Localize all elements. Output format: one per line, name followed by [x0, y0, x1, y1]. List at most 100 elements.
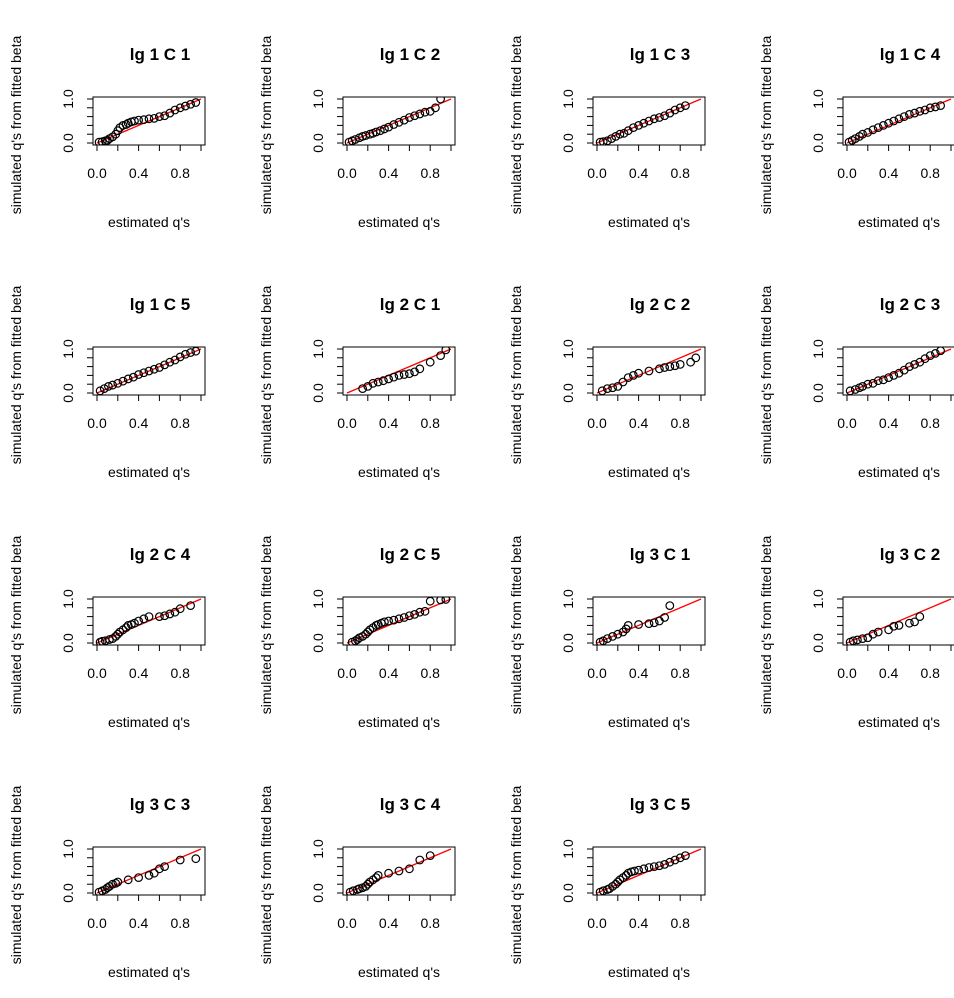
x-axis-label: estimated q's [858, 214, 940, 230]
x-tick-label: 0.0 [87, 665, 107, 681]
x-tick-label: 0.0 [587, 665, 607, 681]
data-point [852, 635, 862, 645]
data-point [868, 378, 878, 388]
data-point [644, 619, 654, 629]
x-tick-label: 0.0 [587, 415, 607, 431]
data-point [436, 597, 445, 605]
x-tick-label: 0.0 [587, 165, 607, 181]
data-point [378, 376, 388, 386]
y-tick-label: 1.0 [60, 339, 76, 359]
x-axis-label: estimated q's [858, 714, 940, 730]
qq-panel: lg 3 C 4 0.0 0.4 0.8 0.0 1.0 estimated q's simu… [250, 750, 500, 998]
qq-panel: lg 1 C 5 0.0 0.4 0.8 0.0 1.0 estimated q's simu… [0, 250, 250, 498]
data-point [850, 134, 860, 144]
data-point [925, 103, 935, 113]
y-axis-label: simulated q's from fitted beta [758, 536, 774, 715]
data-point [144, 612, 154, 621]
data-point [384, 374, 394, 384]
x-tick-label: 0.4 [129, 915, 149, 931]
x-tick-label: 0.8 [420, 665, 440, 681]
y-axis-label: simulated q's from fitted beta [508, 536, 524, 715]
panel-title: lg 1 C 2 [380, 45, 440, 64]
y-tick-label: 0.0 [560, 633, 576, 653]
y-tick-label: 0.0 [310, 133, 326, 153]
x-axis-label: estimated q's [358, 214, 440, 230]
data-point [665, 601, 675, 610]
qq-panel: lg 1 C 3 0.0 0.4 0.8 0.0 1.0 estimated q's simu… [500, 0, 750, 248]
x-tick-label: 0.8 [670, 415, 690, 431]
data-point [410, 609, 420, 619]
data-point [628, 370, 638, 380]
x-tick-label: 0.8 [920, 665, 940, 681]
data-point [639, 118, 649, 128]
data-point [598, 137, 608, 145]
panel-title: lg 1 C 3 [630, 45, 690, 64]
qq-panel: lg 1 C 1 0.0 0.4 0.8 0.0 1.0 estimated q's simu… [0, 0, 250, 248]
data-point [904, 362, 914, 371]
data-point [613, 877, 623, 887]
data-point [930, 348, 940, 358]
y-tick-label: 1.0 [560, 339, 576, 359]
data-point [420, 606, 430, 616]
x-tick-label: 0.0 [87, 915, 107, 931]
data-point [180, 101, 190, 111]
data-point [686, 357, 696, 367]
x-axis-label: estimated q's [358, 464, 440, 480]
x-tick-label: 0.8 [670, 915, 690, 931]
data-point [358, 384, 367, 394]
x-tick-label: 0.8 [170, 665, 190, 681]
data-point [139, 368, 149, 378]
x-tick-label: 0.8 [420, 915, 440, 931]
data-point [618, 627, 628, 637]
x-axis-label: estimated q's [358, 714, 440, 730]
data-point [371, 873, 381, 882]
data-point [384, 122, 394, 132]
y-tick-label: 0.0 [310, 633, 326, 653]
data-point [149, 868, 159, 878]
data-point [889, 370, 899, 380]
data-point [675, 103, 685, 113]
x-tick-label: 0.8 [170, 415, 190, 431]
data-point [611, 131, 621, 141]
qq-plot: lg 3 C 3 0.0 0.4 0.8 0.0 1.0 estimated q's simu… [8, 786, 206, 980]
panel-title: lg 1 C 4 [880, 45, 941, 64]
data-point [665, 857, 675, 867]
data-point [613, 381, 623, 391]
data-point [863, 128, 873, 137]
data-point [399, 613, 409, 622]
panel-title: lg 1 C 1 [130, 45, 190, 64]
qq-plot: lg 1 C 3 0.0 0.4 0.8 0.0 1.0 estimated q's simu… [508, 36, 706, 230]
x-axis-label: estimated q's [608, 214, 690, 230]
data-point [936, 101, 946, 110]
data-point [675, 853, 685, 863]
panel-title: lg 2 C 1 [380, 295, 440, 314]
y-tick-label: 0.0 [560, 883, 576, 903]
y-axis-label: simulated q's from fitted beta [258, 536, 274, 715]
x-axis-label: estimated q's [608, 464, 690, 480]
data-point [363, 627, 373, 637]
data-point [613, 629, 623, 639]
data-point [165, 357, 175, 367]
qq-plot: lg 2 C 4 0.0 0.4 0.8 0.0 1.0 estimated q's simu… [8, 536, 206, 730]
data-point [404, 864, 414, 874]
data-point [634, 620, 644, 629]
data-point [371, 127, 381, 137]
data-point [670, 105, 680, 115]
data-point [373, 870, 383, 880]
data-point [644, 863, 654, 872]
data-point [113, 378, 123, 388]
data-point [399, 370, 409, 379]
y-axis-label: simulated q's from fitted beta [258, 286, 274, 465]
x-axis-label: estimated q's [108, 714, 190, 730]
data-point [191, 347, 201, 356]
data-point [154, 864, 164, 874]
data-point [925, 351, 935, 360]
data-point [873, 627, 883, 637]
reference-line [846, 98, 952, 144]
data-point [639, 864, 649, 874]
qq-plot: lg 1 C 1 0.0 0.4 0.8 0.0 1.0 estimated q's simu… [8, 36, 206, 230]
data-point [191, 98, 201, 107]
data-point [654, 364, 664, 374]
qq-plot: lg 1 C 4 0.0 0.4 0.8 0.0 1.0 estimated q's simu… [758, 36, 954, 230]
data-point [936, 347, 945, 356]
